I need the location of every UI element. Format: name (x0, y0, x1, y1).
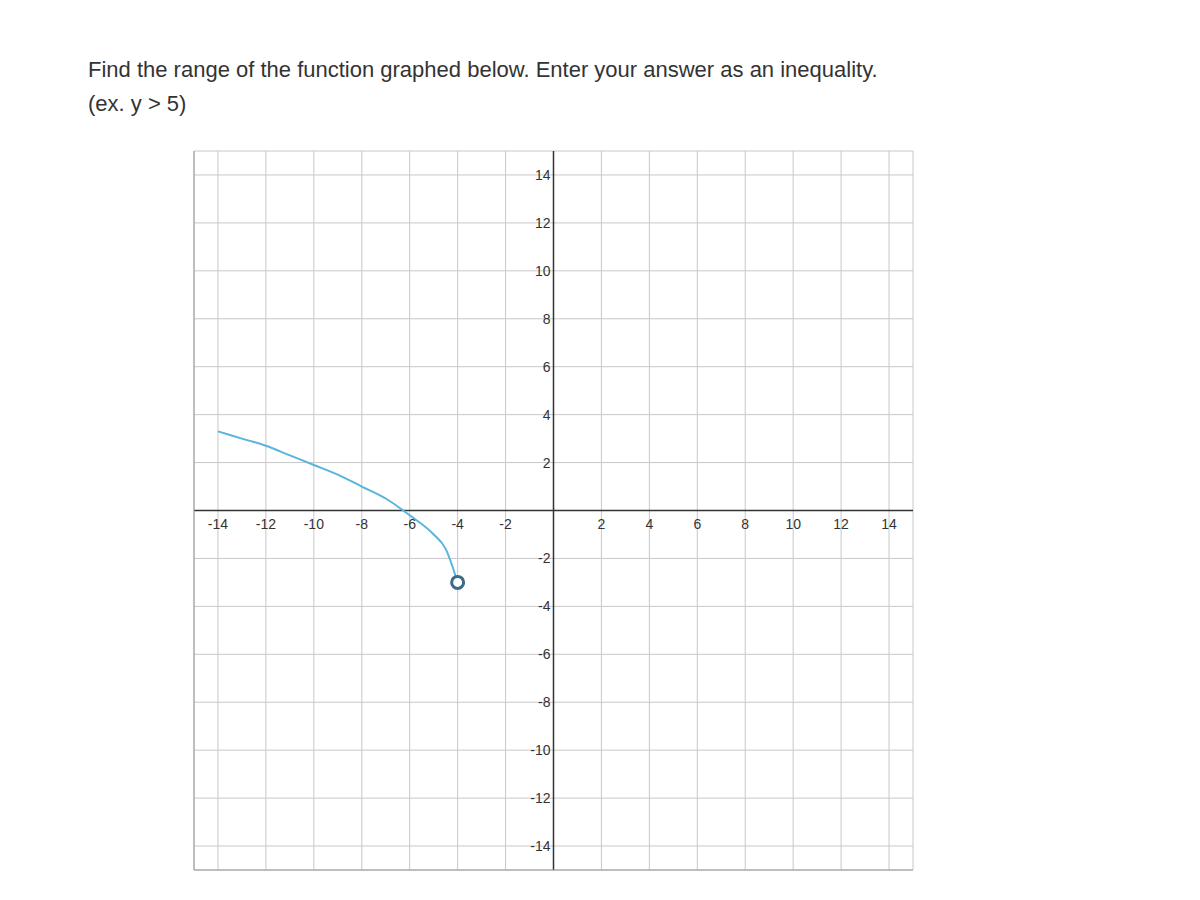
svg-text:6: 6 (693, 516, 701, 532)
svg-text:12: 12 (833, 516, 849, 532)
svg-text:-4: -4 (451, 516, 464, 532)
svg-text:-10: -10 (530, 742, 550, 758)
svg-text:-12: -12 (530, 790, 550, 806)
svg-text:10: 10 (785, 516, 801, 532)
svg-text:-6: -6 (538, 646, 551, 662)
svg-text:-2: -2 (538, 550, 551, 566)
svg-text:6: 6 (543, 359, 551, 375)
svg-text:-2: -2 (499, 516, 512, 532)
svg-text:-14: -14 (530, 838, 550, 854)
svg-text:-4: -4 (538, 598, 551, 614)
svg-text:-6: -6 (403, 516, 416, 532)
svg-text:14: 14 (535, 167, 551, 183)
svg-text:4: 4 (645, 516, 653, 532)
svg-text:2: 2 (543, 455, 551, 471)
svg-text:4: 4 (543, 407, 551, 423)
svg-text:-8: -8 (538, 694, 551, 710)
svg-text:-8: -8 (356, 516, 369, 532)
svg-text:8: 8 (543, 311, 551, 327)
svg-text:10: 10 (535, 263, 551, 279)
svg-text:-12: -12 (256, 516, 276, 532)
html-text:Find the range of the function: Find the range of the function graphed b… (88, 57, 878, 116)
svg-text:8: 8 (741, 516, 749, 532)
svg-text:14: 14 (881, 516, 897, 532)
svg-text:2: 2 (598, 516, 606, 532)
svg-text:-14: -14 (208, 516, 228, 532)
svg-text:-10: -10 (304, 516, 324, 532)
svg-text:12: 12 (535, 215, 551, 231)
